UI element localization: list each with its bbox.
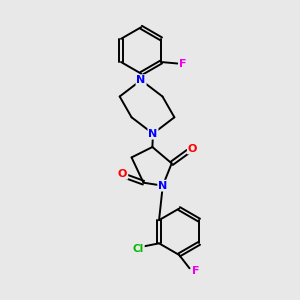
Text: O: O xyxy=(188,143,197,154)
Text: N: N xyxy=(158,181,167,191)
Text: N: N xyxy=(136,75,146,85)
Text: F: F xyxy=(192,266,200,276)
Text: F: F xyxy=(179,58,187,68)
Text: O: O xyxy=(118,169,127,179)
Text: Cl: Cl xyxy=(133,244,144,254)
Text: N: N xyxy=(148,129,158,139)
